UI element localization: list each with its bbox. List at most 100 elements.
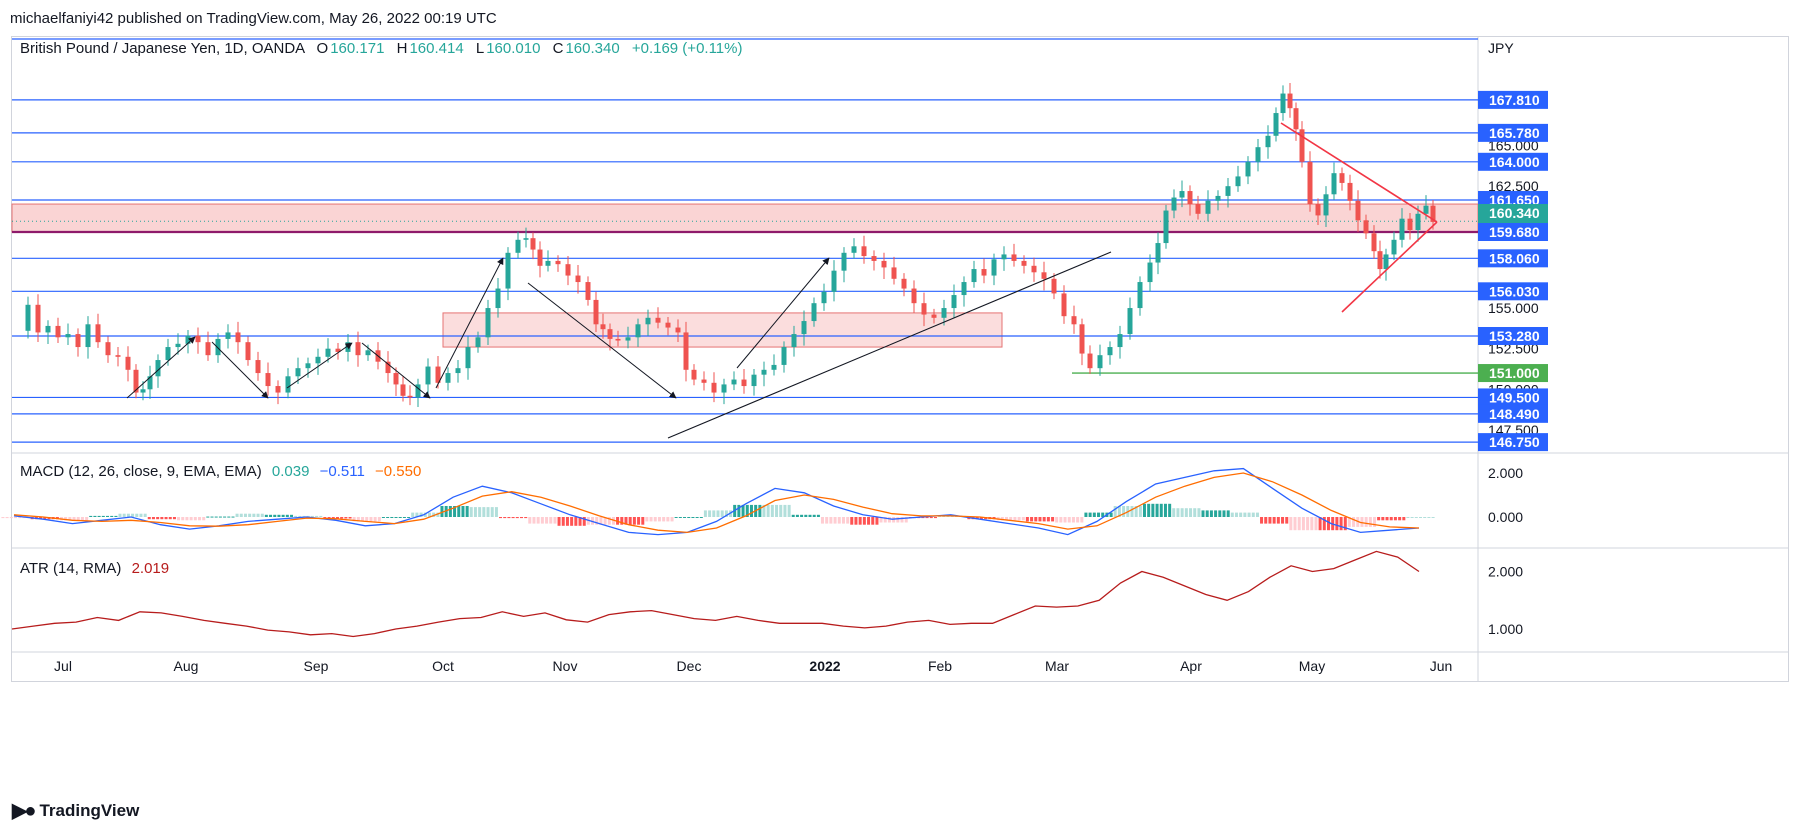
macd-histogram-bar bbox=[1406, 517, 1410, 518]
time-tick: Feb bbox=[928, 658, 952, 674]
time-tick: Mar bbox=[1045, 658, 1069, 674]
macd-histogram-bar bbox=[1134, 506, 1138, 517]
high-value: 160.414 bbox=[409, 40, 464, 57]
macd-histogram-bar bbox=[89, 515, 93, 517]
macd-histogram-bar bbox=[160, 517, 164, 520]
candle-body bbox=[1407, 218, 1413, 231]
candle-body bbox=[585, 282, 591, 300]
candle-body bbox=[505, 252, 511, 289]
price-label: 159.680 bbox=[1478, 223, 1548, 241]
macd-histogram-bar bbox=[469, 507, 473, 517]
macd-histogram-bar bbox=[1414, 517, 1418, 518]
candle-body bbox=[1307, 161, 1313, 205]
candle-body bbox=[133, 369, 139, 393]
macd-histogram-bar bbox=[1051, 517, 1055, 522]
price-label-bg bbox=[1478, 433, 1548, 452]
macd-histogram-bar bbox=[97, 515, 101, 517]
macd-histogram-bar bbox=[837, 517, 841, 524]
macd-histogram-bar bbox=[122, 513, 126, 517]
candle-body bbox=[901, 278, 907, 289]
macd-histogram-bar bbox=[482, 507, 486, 517]
macd-histogram-bar bbox=[528, 517, 532, 524]
macd-histogram-bar bbox=[904, 517, 908, 523]
candle-body bbox=[751, 374, 757, 387]
tradingview-logo-icon: ▶● bbox=[12, 800, 37, 822]
macd-histogram-bar bbox=[448, 506, 452, 517]
macd-histogram-bar bbox=[1255, 512, 1259, 517]
macd-label: MACD (12, 26, close, 9, EMA, EMA) bbox=[20, 463, 262, 480]
macd-tick: 0.000 bbox=[1488, 509, 1523, 525]
macd-histogram-bar bbox=[540, 517, 544, 524]
macd-histogram-bar bbox=[1218, 510, 1222, 517]
candle-body bbox=[961, 282, 967, 296]
macd-histogram-bar bbox=[290, 514, 294, 517]
candle-body bbox=[125, 356, 131, 370]
candle-body bbox=[85, 324, 91, 348]
macd-histogram-bar bbox=[570, 517, 574, 526]
macd-histogram-bar bbox=[896, 517, 900, 523]
macd-histogram-bar bbox=[348, 517, 352, 519]
macd-histogram-bar bbox=[820, 517, 824, 524]
candle-body bbox=[711, 382, 717, 393]
trend-arrow bbox=[211, 341, 269, 399]
price-label-text: 149.500 bbox=[1489, 389, 1540, 405]
macd-histogram-bar bbox=[1059, 517, 1063, 523]
macd-histogram-bar bbox=[1306, 517, 1310, 531]
macd-histogram-bar bbox=[177, 517, 181, 521]
candle-body bbox=[25, 304, 31, 331]
macd-histogram-bar bbox=[344, 517, 348, 519]
macd-histogram-bar bbox=[925, 517, 929, 519]
atr-line bbox=[11, 550, 1420, 638]
price-label-bg bbox=[1478, 204, 1548, 222]
candle-body bbox=[147, 376, 153, 390]
price-label-bg bbox=[1478, 404, 1548, 423]
macd-histogram-bar bbox=[1402, 517, 1406, 521]
price-label: 160.340 bbox=[1478, 204, 1548, 222]
trend-arrow bbox=[361, 342, 431, 399]
macd-histogram-bar bbox=[1130, 506, 1134, 517]
macd-histogram-bar bbox=[703, 510, 707, 517]
price-label: 165.780 bbox=[1478, 123, 1548, 142]
candle-body bbox=[1377, 251, 1383, 270]
candle-body bbox=[593, 299, 599, 325]
macd-histogram-bar bbox=[1364, 517, 1368, 527]
macd-histogram-bar bbox=[1180, 508, 1184, 517]
macd-histogram-bar bbox=[319, 515, 323, 517]
tradingview-footer[interactable]: ▶● TradingView bbox=[12, 798, 139, 823]
price-label: 156.030 bbox=[1478, 282, 1548, 301]
chart-frame bbox=[11, 36, 1789, 682]
macd-histogram-bar bbox=[1092, 512, 1096, 517]
macd-histogram-bar bbox=[1352, 517, 1356, 527]
macd-histogram-bar bbox=[775, 504, 779, 517]
macd-histogram-bar bbox=[816, 514, 820, 517]
macd-histogram-bar bbox=[607, 517, 611, 525]
price-label: 167.810 bbox=[1478, 90, 1548, 109]
macd-histogram-bar bbox=[1247, 512, 1251, 517]
macd-histogram-bar bbox=[14, 517, 17, 519]
macd-line bbox=[13, 467, 1420, 536]
macd-histogram-bar bbox=[787, 504, 791, 517]
macd-histogram-bar bbox=[1138, 506, 1142, 517]
macd-histogram-bar bbox=[68, 517, 72, 521]
candle-body bbox=[665, 322, 671, 328]
candle-body bbox=[1127, 308, 1133, 335]
macd-histogram-bar bbox=[662, 517, 666, 522]
time-tick: Oct bbox=[432, 658, 454, 674]
candle-body bbox=[425, 366, 431, 385]
candle-body bbox=[305, 363, 311, 369]
candle-body bbox=[225, 332, 231, 339]
time-tick: Jul bbox=[54, 658, 72, 674]
tradingview-brand: TradingView bbox=[39, 800, 140, 820]
macd-histogram-bar bbox=[419, 512, 423, 517]
macd-histogram-bar bbox=[151, 517, 155, 520]
atr-legend: ATR (14, RMA) 2.019 bbox=[20, 560, 169, 577]
macd-histogram-bar bbox=[1301, 517, 1305, 531]
candle-body bbox=[841, 252, 847, 271]
candle-body bbox=[951, 295, 957, 309]
macd-histogram-bar bbox=[118, 513, 122, 517]
macd-histogram-bar bbox=[1013, 517, 1017, 521]
macd-histogram-bar bbox=[490, 507, 494, 517]
candle-body bbox=[1347, 182, 1353, 201]
price-label-text: 146.750 bbox=[1489, 434, 1540, 450]
